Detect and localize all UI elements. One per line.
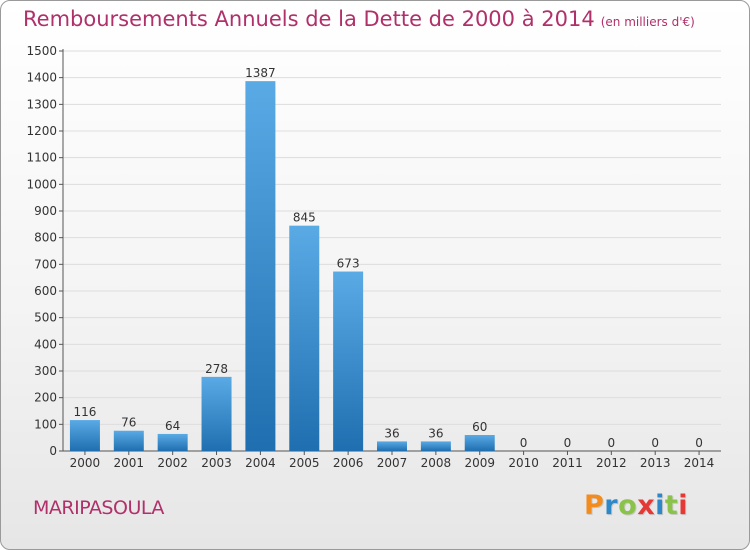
- bar: [333, 271, 364, 451]
- x-tick-label: 2001: [114, 456, 145, 470]
- y-tick-label: 900: [34, 204, 57, 218]
- y-tick-label: 700: [34, 257, 57, 271]
- data-label: 0: [651, 436, 659, 450]
- logo-letter: t: [664, 490, 679, 521]
- y-tick-label: 600: [34, 284, 57, 298]
- x-tick-label: 2007: [377, 456, 408, 470]
- data-label: 278: [205, 362, 228, 376]
- unit-note: (en milliers d'€): [600, 15, 695, 29]
- data-label: 1387: [245, 66, 276, 80]
- y-tick-label: 1000: [26, 177, 57, 191]
- y-tick-label: 1500: [26, 44, 57, 58]
- logo-letter: o: [618, 490, 638, 521]
- y-tick-label: 0: [49, 444, 57, 458]
- y-tick-label: 1100: [26, 151, 57, 165]
- x-tick-label: 2014: [684, 456, 715, 470]
- x-tick-label: 2008: [421, 456, 452, 470]
- bar: [377, 441, 407, 451]
- data-label: 36: [384, 426, 399, 440]
- bar: [69, 420, 100, 451]
- x-tick-label: 2000: [70, 456, 101, 470]
- x-tick-label: 2013: [640, 456, 671, 470]
- data-label: 845: [293, 211, 316, 225]
- bar: [201, 376, 232, 451]
- data-label: 0: [520, 436, 528, 450]
- y-tick-label: 800: [34, 231, 57, 245]
- grid-lines: [63, 50, 721, 452]
- logo-letter: i: [655, 490, 665, 521]
- y-tick-label: 300: [34, 364, 57, 378]
- y-tick-label: 1400: [26, 71, 57, 85]
- data-label: 36: [428, 426, 443, 440]
- bars: [69, 81, 495, 451]
- axes: [59, 49, 721, 455]
- y-tick-label: 100: [34, 417, 57, 431]
- data-label: 64: [165, 419, 180, 433]
- chart-title: Remboursements Annuels de la Dette de 20…: [23, 7, 695, 31]
- bar: [420, 441, 451, 451]
- labels: 0100200300400500600700800900100011001200…: [26, 44, 714, 470]
- bar: [245, 81, 276, 451]
- x-tick-label: 2004: [245, 456, 276, 470]
- y-tick-label: 500: [34, 311, 57, 325]
- proxiti-logo: Proxiti: [584, 490, 688, 521]
- data-label: 0: [695, 436, 703, 450]
- x-tick-label: 2005: [289, 456, 320, 470]
- x-tick-label: 2003: [201, 456, 232, 470]
- x-tick-label: 2002: [157, 456, 188, 470]
- y-tick-label: 1200: [26, 124, 57, 138]
- data-label: 0: [564, 436, 572, 450]
- data-label: 673: [337, 257, 360, 271]
- logo-letter: r: [604, 490, 619, 521]
- chart-title-text: Remboursements Annuels de la Dette de 20…: [23, 7, 595, 31]
- bar: [113, 430, 144, 451]
- data-label: 76: [121, 416, 136, 430]
- logo-letter: P: [584, 490, 605, 521]
- x-tick-label: 2010: [508, 456, 539, 470]
- x-tick-label: 2012: [596, 456, 627, 470]
- logo-letter: x: [637, 490, 656, 521]
- bar: [157, 433, 188, 451]
- data-label: 116: [73, 405, 96, 419]
- commune-name: MARIPASOULA: [33, 497, 164, 519]
- y-tick-label: 200: [34, 391, 57, 405]
- x-tick-label: 2009: [464, 456, 495, 470]
- y-tick-label: 1300: [26, 97, 57, 111]
- y-tick-label: 400: [34, 337, 57, 351]
- x-tick-label: 2006: [333, 456, 364, 470]
- logo-letter: i: [678, 490, 689, 521]
- x-tick-label: 2011: [552, 456, 583, 470]
- bar: [464, 435, 495, 451]
- data-label: 60: [472, 420, 487, 434]
- bar: [289, 225, 320, 451]
- data-label: 0: [608, 436, 616, 450]
